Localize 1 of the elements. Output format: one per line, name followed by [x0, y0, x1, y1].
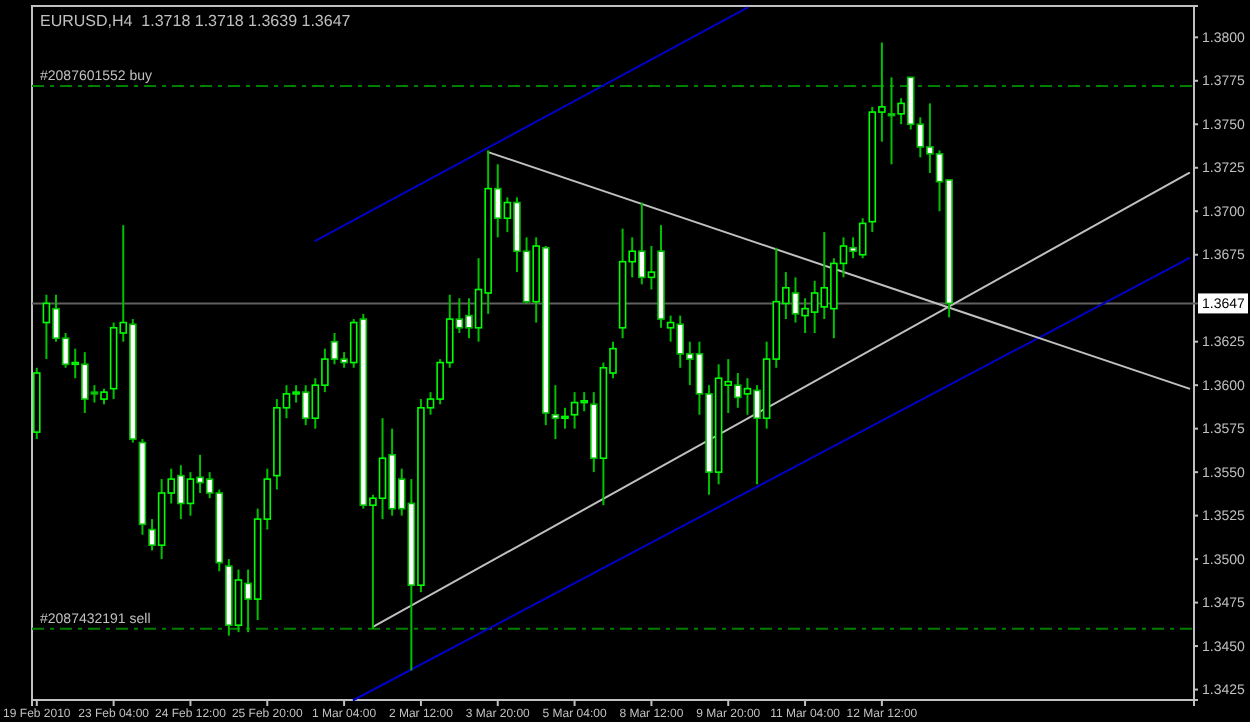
chart-title: EURUSD,H4 1.3718 1.3718 1.3639 1.3647	[40, 12, 352, 30]
